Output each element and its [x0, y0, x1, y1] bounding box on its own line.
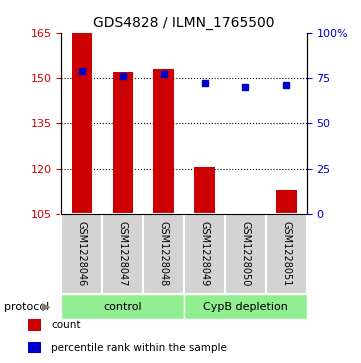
Text: control: control [104, 302, 142, 312]
Bar [28, 342, 41, 354]
Text: percentile rank within the sample: percentile rank within the sample [51, 343, 227, 353]
Text: ▶: ▶ [42, 302, 50, 312]
Bar [71, 33, 92, 214]
Bar [266, 214, 307, 294]
Text: GSM1228049: GSM1228049 [200, 221, 210, 286]
Title: GDS4828 / ILMN_1765500: GDS4828 / ILMN_1765500 [93, 16, 275, 30]
Bar [276, 190, 297, 214]
Text: count: count [51, 320, 81, 330]
Text: GSM1228046: GSM1228046 [77, 221, 87, 286]
Bar [194, 167, 215, 214]
Text: protocol: protocol [4, 302, 49, 312]
Bar [235, 213, 256, 214]
Bar [184, 294, 307, 319]
Bar [113, 72, 133, 214]
Text: GSM1228047: GSM1228047 [118, 221, 128, 286]
Bar [184, 214, 225, 294]
Text: GSM1228048: GSM1228048 [158, 221, 169, 286]
Bar [102, 214, 143, 294]
Bar [61, 294, 184, 319]
Text: GSM1228051: GSM1228051 [281, 221, 291, 286]
Bar [143, 214, 184, 294]
Bar [225, 214, 266, 294]
Text: GSM1228050: GSM1228050 [240, 221, 251, 286]
Bar [28, 319, 41, 331]
Bar [61, 214, 102, 294]
Text: CypB depletion: CypB depletion [203, 302, 288, 312]
Bar [153, 69, 174, 214]
